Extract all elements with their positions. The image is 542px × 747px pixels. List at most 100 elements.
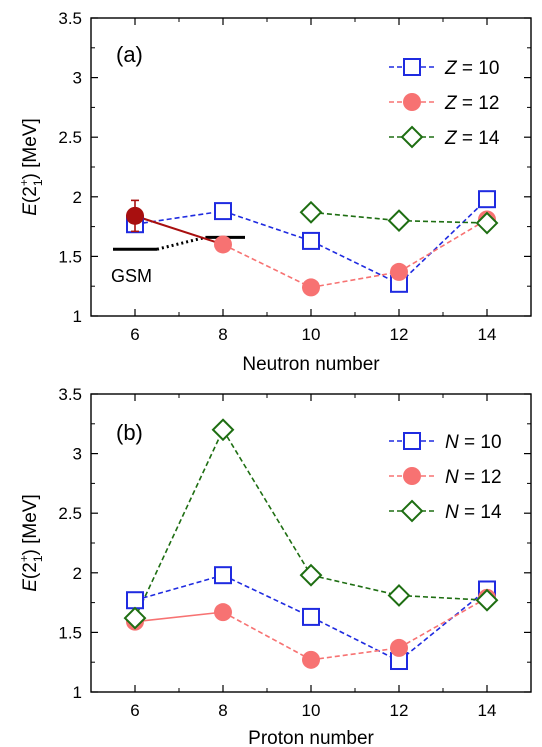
y-axis-title-paren: (2 [20,562,41,579]
series-line-segment [398,588,488,662]
data-point-diamond [299,200,323,224]
data-point-circle [214,603,232,622]
legend-label-var: Z [444,58,458,79]
series-line-segment [398,218,488,273]
data-point-circle [390,262,408,281]
series-line-segment [310,240,400,285]
x-tick-label: 14 [478,701,497,720]
y-tick-label: 1 [73,307,82,326]
x-tick-label: 12 [390,325,409,344]
legend-marker-square [403,432,421,450]
series-line-segment [222,574,312,618]
data-point-diamond [475,588,499,612]
data-point-circle [302,650,320,669]
legend-label-val: = 10 [459,432,502,453]
legend-marker-circle [403,467,421,485]
data-point-diamond [299,563,323,587]
legend-label-val: = 12 [457,93,500,114]
series-line-segment [134,429,224,619]
y-axis-title: E(2+1) [MeV] [17,118,45,216]
data-point-square [214,202,232,221]
legend-label-var: Z [444,93,458,114]
y-axis-title-symbol: E [20,579,41,592]
experiment-line [134,214,224,246]
y-axis-title: E(2+1) [MeV] [17,494,45,592]
series-line-segment [398,594,488,602]
y-tick-label: 3.5 [58,9,82,28]
x-tick-label: 8 [218,325,227,344]
series-line-segment [310,574,400,597]
data-point-diamond [475,211,499,235]
legend-marker-diamond [400,125,424,149]
series-line-segment [134,611,224,623]
y-axis-title-sup: + [17,179,31,186]
series-line-segment [222,611,312,661]
series-line-segment [222,429,312,576]
legend: N = 10N = 12N = 14 [389,432,502,523]
legend-label-val: = 10 [457,58,500,79]
gsm-connector [156,235,206,251]
data-point-circle [390,638,408,657]
y-axis-title-sup: + [17,555,31,562]
y-tick-label: 1.5 [58,247,82,266]
data-point-circle [214,235,232,254]
legend-label-val: = 12 [459,467,502,488]
legend-marker-diamond [400,499,424,523]
legend-label: N = 10 [445,432,502,453]
data-point-square [302,607,320,626]
series-line-segment [398,597,488,649]
data-point-diamond [211,418,235,442]
y-tick-label: 1.5 [58,623,82,642]
x-tick-label: 6 [130,701,139,720]
series-line-segment [398,198,488,285]
gsm-label: GSM [111,266,152,286]
y-axis-title-sub: 1 [31,555,45,562]
legend-label-var: N [445,502,459,523]
legend-label: Z = 12 [444,93,499,114]
experiment-point [126,206,144,225]
series-line-segment [398,219,488,224]
y-tick-label: 2 [73,564,82,583]
x-tick-label: 10 [302,701,321,720]
series-line-segment [134,574,224,601]
legend: Z = 10Z = 12Z = 14 [389,58,500,149]
data-point-diamond [387,584,411,607]
legend-label-var: Z [444,128,458,149]
series-line-segment [310,616,400,662]
data-point-square [478,190,496,209]
y-tick-label: 2.5 [58,504,82,523]
data-point-diamond [123,606,147,630]
series-line-segment [310,211,400,222]
data-point-circle [302,278,320,297]
y-tick-label: 2 [73,188,82,207]
panel-label: (b) [116,420,143,445]
y-axis-title-symbol: E [20,203,41,216]
x-tick-label: 12 [390,701,409,720]
y-tick-label: 3 [73,445,82,464]
data-point-square [214,566,232,585]
legend-label-val: = 14 [457,128,500,149]
y-axis-title-unit: ) [MeV] [20,118,41,179]
series-line-segment [134,210,224,226]
x-tick-label: 14 [478,325,497,344]
x-axis-title: Neutron number [242,354,380,375]
y-tick-label: 1 [73,683,82,702]
series-line-segment [310,271,400,289]
x-tick-label: 10 [302,325,321,344]
legend-label-var: N [445,467,459,488]
data-point-square [302,231,320,250]
panel-label: (a) [116,42,143,67]
y-axis-title-sub: 1 [31,179,45,186]
y-tick-label: 3 [73,69,82,88]
series-line-segment [222,243,312,289]
legend-marker-circle [403,93,421,111]
x-axis-title: Proton number [248,728,374,747]
legend-label: Z = 14 [444,128,500,149]
y-tick-label: 2.5 [58,128,82,147]
data-point-square [126,591,144,610]
data-point-diamond [387,209,411,233]
legend-label: N = 14 [445,502,502,523]
legend-label-var: N [445,432,459,453]
